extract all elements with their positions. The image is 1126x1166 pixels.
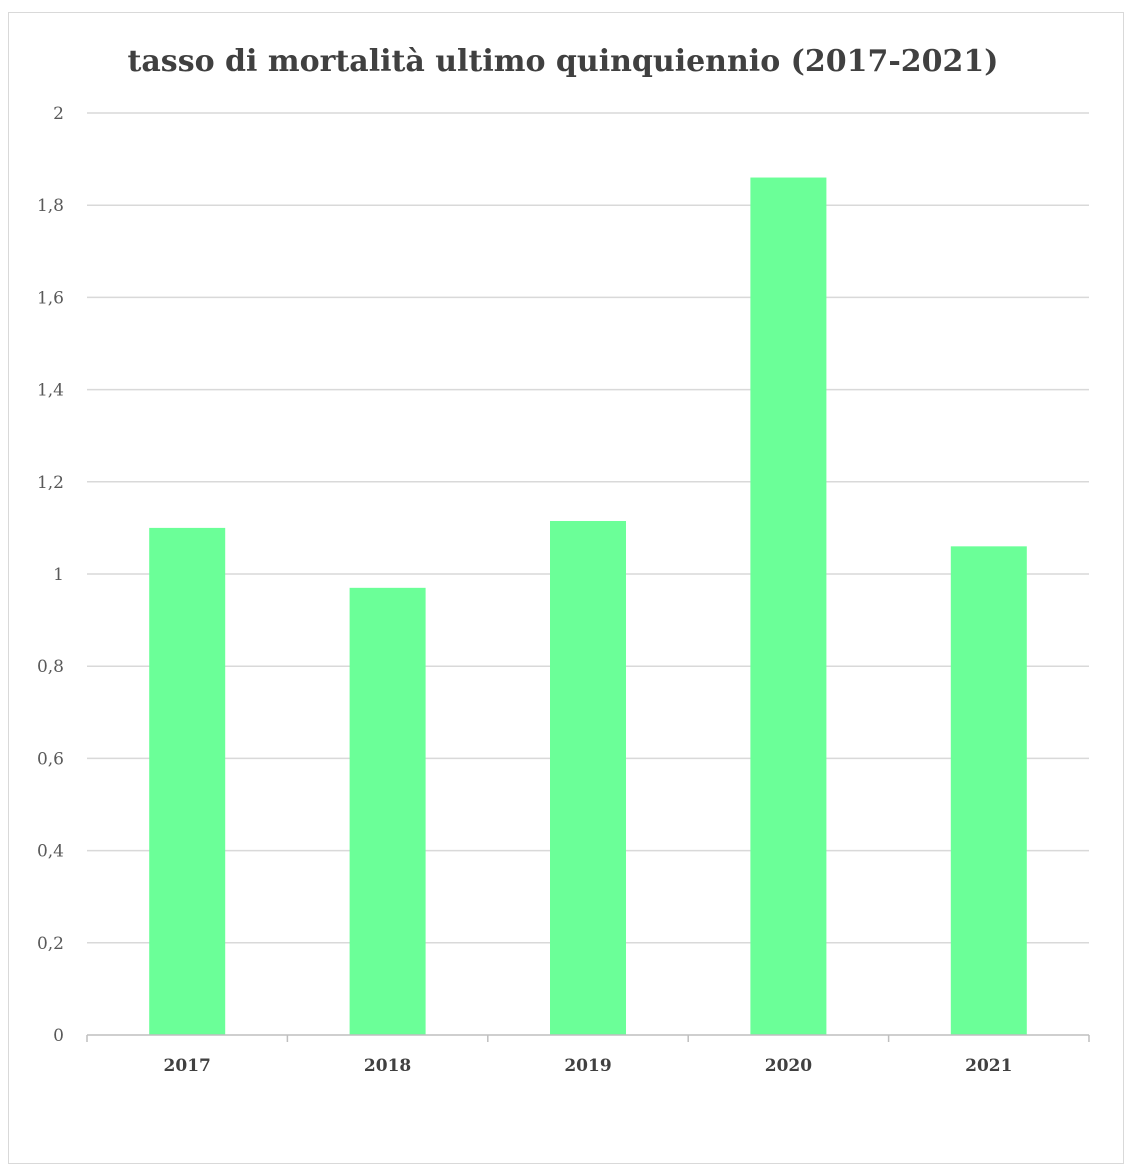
x-tick-label: 2019 <box>564 1056 611 1076</box>
y-tick-label: 1,2 <box>37 473 64 493</box>
bar-2019 <box>550 520 626 1035</box>
y-tick-label: 1 <box>53 565 64 585</box>
y-tick-label: 0 <box>53 1026 64 1046</box>
y-tick-label: 1,8 <box>37 196 64 216</box>
y-tick-label: 2 <box>53 104 64 124</box>
x-tick-label: 2018 <box>364 1056 411 1076</box>
y-tick-label: 1,4 <box>37 381 64 401</box>
bar-2020 <box>750 177 827 1036</box>
y-tick-label: 0,6 <box>37 749 64 769</box>
chart-title: tasso di mortalità ultimo quinquiennio (… <box>127 44 999 79</box>
y-tick-label: 1,6 <box>37 288 64 308</box>
bar-2017 <box>149 527 226 1035</box>
bar-2018 <box>349 587 426 1035</box>
y-tick-label: 0,4 <box>37 842 64 862</box>
bar-2021 <box>950 546 1027 1035</box>
y-tick-label: 0,8 <box>37 657 64 677</box>
bars <box>149 177 1027 1036</box>
y-axis-tick-labels: 0 0,2 0,4 0,6 0,8 1 1,2 1,4 1,6 1,8 2 <box>37 104 64 1046</box>
x-axis <box>86 1034 1090 1042</box>
y-tick-label: 0,2 <box>37 934 64 954</box>
x-tick-label: 2017 <box>164 1056 211 1076</box>
x-axis-tick-labels: 2017 2018 2019 2020 2021 <box>164 1056 1013 1076</box>
x-tick-label: 2021 <box>965 1056 1012 1076</box>
x-tick-label: 2020 <box>765 1056 812 1076</box>
